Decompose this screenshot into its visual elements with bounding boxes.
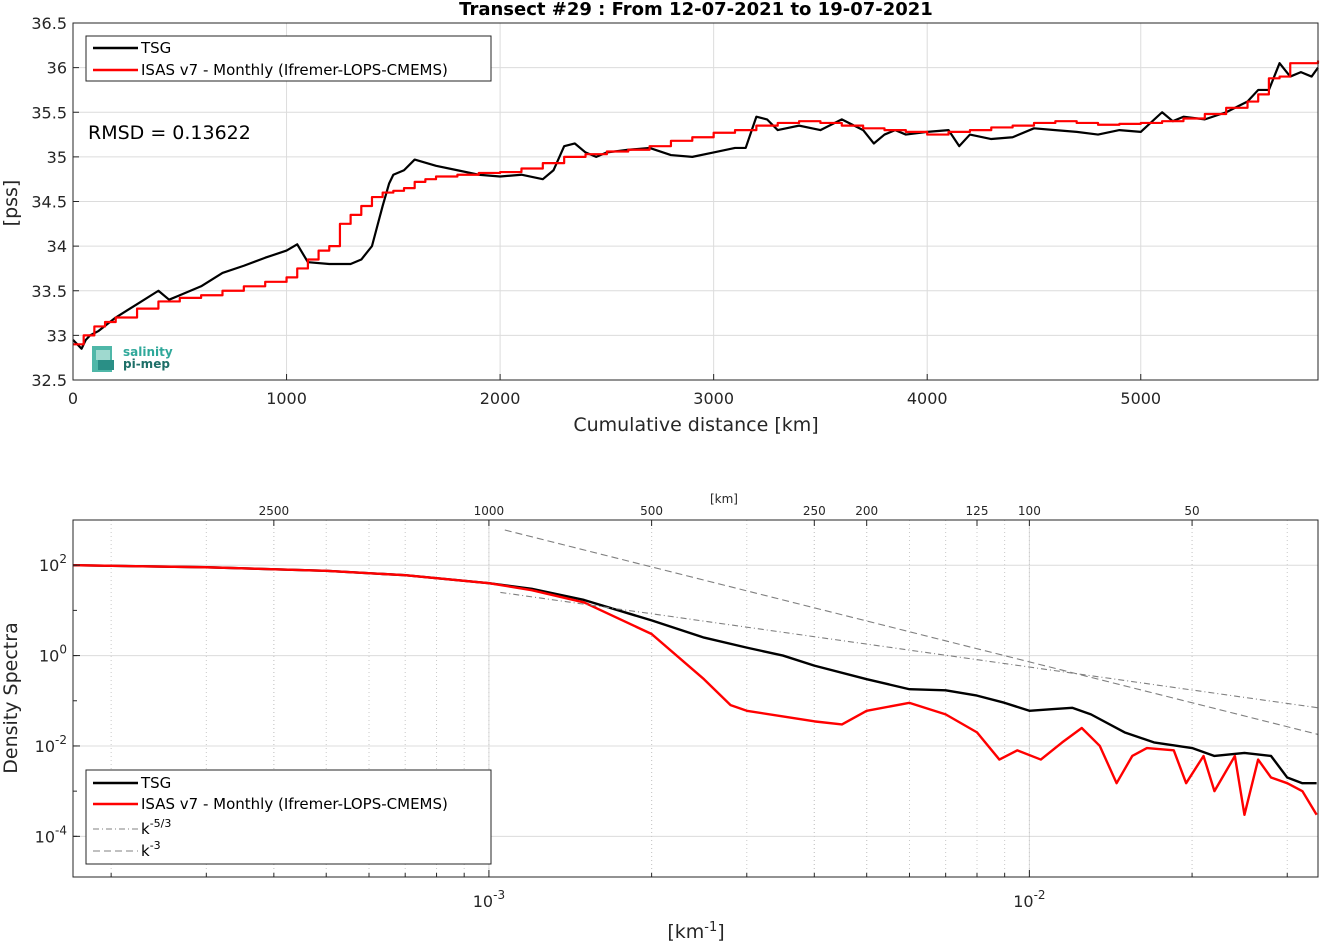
rmsd-annotation: RMSD = 0.13622 xyxy=(88,122,251,144)
top-xtick-label: 0 xyxy=(68,389,78,408)
bottom-axes-box xyxy=(72,519,1319,878)
top-xtick-label: 2000 xyxy=(480,389,521,408)
bottom-xtick-label: 10-2 xyxy=(1013,888,1045,911)
bottom-ytick-label: 10-4 xyxy=(35,823,67,846)
top-ytick-label: 34 xyxy=(47,237,67,256)
top-km-tick-label: 2500 xyxy=(259,504,290,518)
legend-label-tsg: TSG xyxy=(140,39,171,57)
top-legend: TSG ISAS v7 - Monthly (Ifremer-LOPS-CMEM… xyxy=(85,35,492,82)
top-ytick-label: 36 xyxy=(47,59,67,78)
y-axis-label: [pss] xyxy=(0,180,22,227)
bottom-series-group xyxy=(72,529,1319,816)
bottom-legend: TSG ISAS v7 - Monthly (Ifremer-LOPS-CMEM… xyxy=(85,769,492,865)
bottom-x-axis-label: [km-1] xyxy=(667,920,724,942)
bottom-tick-labels: 102 100 10-2 10-4 10-3 10-2 2500 1000 500 250 200 1… xyxy=(35,504,1288,911)
top-ytick-label: 36.5 xyxy=(31,14,67,33)
top-km-tick-label: 1000 xyxy=(474,504,505,518)
top-km-tick-label: 500 xyxy=(640,504,663,518)
salinity-pimep-logo: salinity pi-mep xyxy=(92,345,173,372)
top-xtick-label: 5000 xyxy=(1120,389,1161,408)
top-km-tick-label: 250 xyxy=(803,504,826,518)
legend2-label-k3: k-3 xyxy=(141,839,161,860)
legend2-label-isas: ISAS v7 - Monthly (Ifremer-LOPS-CMEMS) xyxy=(141,795,448,813)
top-ytick-label: 32.5 xyxy=(31,371,67,390)
tsg-salinity-line xyxy=(72,62,1319,350)
top-km-tick-label: 200 xyxy=(855,504,878,518)
k3-reference-line xyxy=(504,529,1319,735)
top-xtick-label: 1000 xyxy=(266,389,307,408)
chart-title: Transect #29 : From 12-07-2021 to 19-07-… xyxy=(459,0,933,20)
top-km-tick-label: 125 xyxy=(966,504,989,518)
legend2-label-k53: k-5/3 xyxy=(141,817,171,838)
bottom-xtick-label: 10-3 xyxy=(473,888,505,911)
isas-spectrum-line xyxy=(72,563,1318,816)
top-km-tick-label: 50 xyxy=(1184,504,1199,518)
density-spectra-plot: 102 100 10-2 10-4 10-3 10-2 2500 1000 500 250 200 1… xyxy=(0,492,1319,942)
salinity-transect-plot: 0 1000 2000 3000 4000 5000 32.5 33 33.5 34 34.5 35 3… xyxy=(0,0,1320,436)
top-axis-unit-label: [km] xyxy=(710,492,738,506)
top-ytick-label: 33.5 xyxy=(31,282,67,301)
bottom-ytick-label: 102 xyxy=(39,552,67,575)
bottom-y-axis-label: Density Spectra xyxy=(0,622,22,773)
top-xtick-label: 3000 xyxy=(693,389,734,408)
top-series-group xyxy=(72,60,1320,350)
legend-label-isas: ISAS v7 - Monthly (Ifremer-LOPS-CMEMS) xyxy=(141,61,448,79)
top-ytick-label: 33 xyxy=(47,326,67,345)
top-ytick-label: 34.5 xyxy=(31,193,67,212)
top-ytick-label: 35 xyxy=(47,148,67,167)
top-tick-labels: 0 1000 2000 3000 4000 5000 32.5 33 33.5 34 34.5 35 3… xyxy=(31,14,1161,408)
isas-salinity-line xyxy=(73,60,1320,346)
top-km-tick-label: 100 xyxy=(1018,504,1041,518)
top-xtick-label: 4000 xyxy=(907,389,948,408)
k53-reference-line xyxy=(500,591,1319,709)
logo-text-pimep: pi-mep xyxy=(123,357,170,371)
bottom-ytick-label: 10-2 xyxy=(35,733,67,756)
legend2-label-tsg: TSG xyxy=(140,774,171,792)
top-ytick-label: 35.5 xyxy=(31,103,67,122)
bottom-ytick-label: 100 xyxy=(39,643,67,666)
logo-text-salinity: salinity xyxy=(123,345,173,359)
x-axis-label: Cumulative distance [km] xyxy=(573,414,818,436)
